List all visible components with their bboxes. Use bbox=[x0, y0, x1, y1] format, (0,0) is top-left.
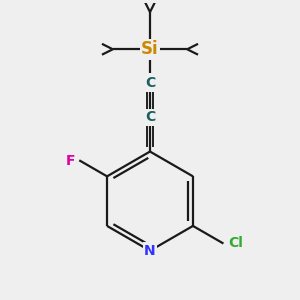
Text: Si: Si bbox=[141, 40, 159, 58]
Text: C: C bbox=[145, 110, 155, 124]
Text: C: C bbox=[145, 76, 155, 90]
Text: N: N bbox=[144, 244, 156, 258]
Text: F: F bbox=[66, 154, 76, 168]
Text: Cl: Cl bbox=[229, 236, 244, 250]
